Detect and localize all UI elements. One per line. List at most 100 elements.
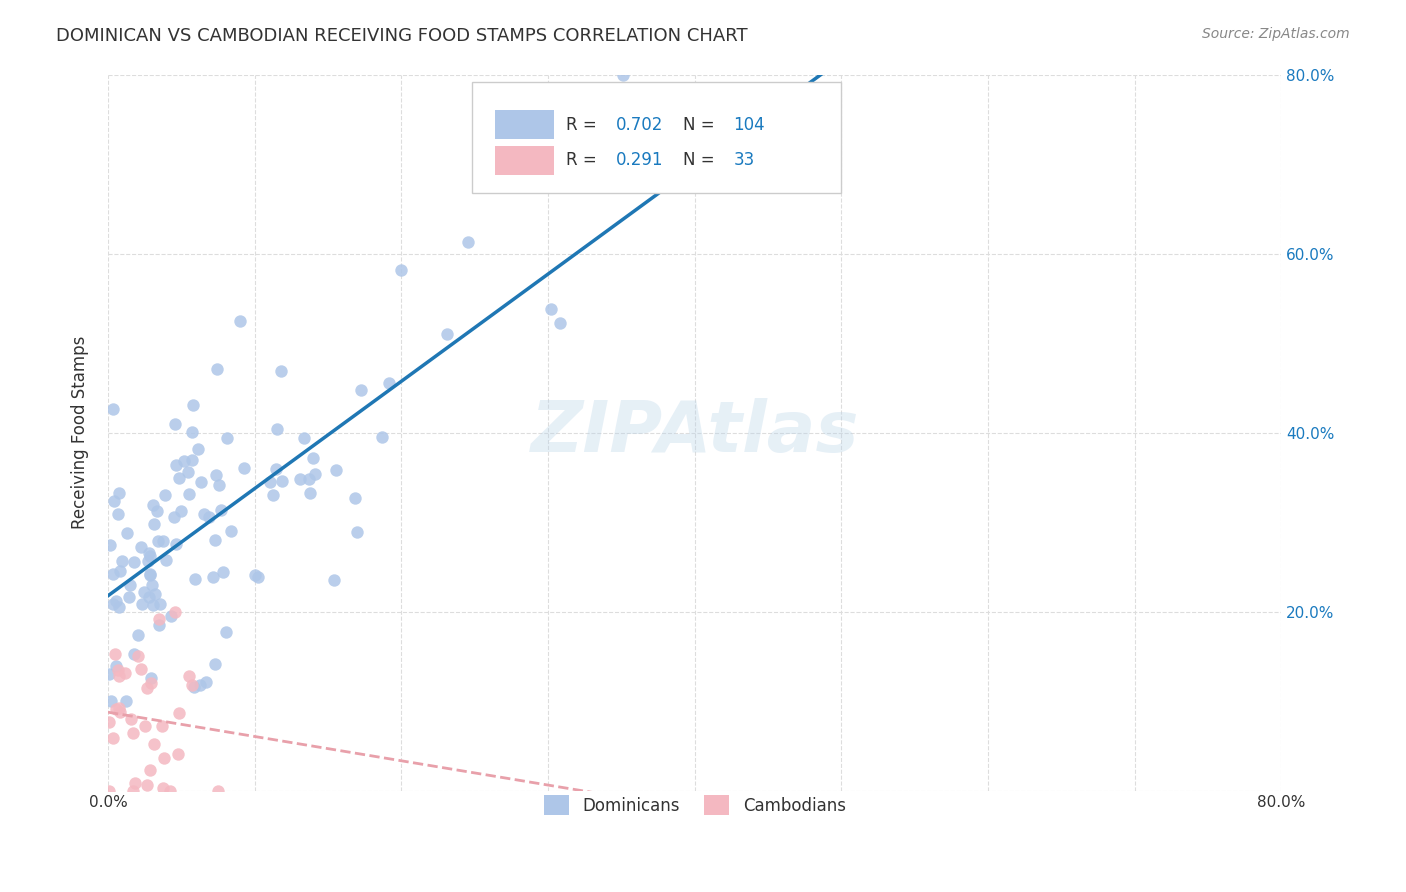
Point [142, 598, 165, 612]
Point [177, 465, 200, 479]
Point [101, 566, 124, 581]
Point [243, 568, 266, 582]
Point [152, 780, 174, 795]
Point [114, 665, 136, 680]
Text: Source: ZipAtlas.com: Source: ZipAtlas.com [1202, 27, 1350, 41]
Point [136, 681, 159, 695]
Point [302, 450, 325, 465]
Point [262, 488, 284, 502]
Text: DOMINICAN VS CAMBODIAN RECEIVING FOOD STAMPS CORRELATION CHART: DOMINICAN VS CAMBODIAN RECEIVING FOOD ST… [56, 27, 748, 45]
Text: R =: R = [565, 152, 602, 169]
Point [187, 442, 209, 456]
Text: R =: R = [565, 116, 602, 134]
Point [232, 460, 254, 475]
Text: N =: N = [683, 116, 720, 134]
Point [259, 475, 281, 489]
Point [98, 783, 121, 797]
Point [150, 719, 173, 733]
Point [111, 553, 134, 567]
Point [107, 508, 129, 522]
Point [139, 566, 162, 581]
Point [177, 487, 200, 501]
Point [152, 533, 174, 548]
Point [180, 678, 202, 692]
Point [135, 778, 157, 792]
Point [121, 726, 143, 740]
Point [457, 235, 479, 250]
Point [143, 738, 166, 752]
Point [378, 376, 401, 390]
Point [190, 475, 212, 489]
Point [139, 672, 162, 686]
Point [163, 417, 186, 431]
Point [131, 597, 153, 611]
Point [212, 565, 235, 579]
Point [264, 461, 287, 475]
Point [346, 525, 368, 540]
Point [139, 568, 162, 582]
Point [204, 467, 226, 482]
Point [304, 467, 326, 481]
Point [170, 504, 193, 518]
Point [208, 478, 231, 492]
Point [266, 421, 288, 435]
Point [153, 488, 176, 502]
Point [183, 573, 205, 587]
Point [298, 486, 321, 500]
Point [108, 599, 131, 614]
Point [100, 538, 122, 552]
Point [436, 327, 458, 342]
Point [118, 591, 141, 605]
Point [103, 494, 125, 508]
Point [201, 570, 224, 584]
Point [100, 694, 122, 708]
Point [153, 750, 176, 764]
Point [101, 598, 124, 612]
Point [322, 573, 344, 587]
Point [138, 546, 160, 560]
Text: 0.702: 0.702 [616, 116, 664, 134]
Point [143, 517, 166, 532]
FancyBboxPatch shape [495, 146, 554, 175]
Point [127, 627, 149, 641]
FancyBboxPatch shape [495, 111, 554, 139]
Point [98, 667, 121, 681]
Point [138, 590, 160, 604]
Text: 33: 33 [734, 152, 755, 169]
Point [169, 471, 191, 485]
Point [155, 553, 177, 567]
Point [215, 431, 238, 445]
Point [129, 541, 152, 555]
Point [107, 663, 129, 677]
Point [183, 680, 205, 694]
Point [145, 504, 167, 518]
Point [343, 491, 366, 505]
Point [148, 612, 170, 626]
Point [298, 472, 321, 486]
Point [540, 302, 562, 317]
Point [146, 533, 169, 548]
Point [179, 669, 201, 683]
Point [127, 648, 149, 663]
Text: ZIPAtlas: ZIPAtlas [530, 398, 859, 467]
Point [165, 537, 187, 551]
Point [115, 694, 138, 708]
Point [193, 507, 215, 521]
Point [350, 383, 373, 397]
Point [118, 578, 141, 592]
Point [228, 314, 250, 328]
Point [325, 462, 347, 476]
Point [169, 706, 191, 720]
Text: N =: N = [683, 152, 720, 169]
Point [247, 570, 270, 584]
Point [138, 764, 160, 778]
Point [139, 549, 162, 563]
Point [129, 662, 152, 676]
Point [370, 430, 392, 444]
Point [132, 585, 155, 599]
Point [204, 657, 226, 672]
Point [209, 503, 232, 517]
Point [122, 647, 145, 661]
Point [612, 68, 634, 82]
Point [166, 747, 188, 761]
